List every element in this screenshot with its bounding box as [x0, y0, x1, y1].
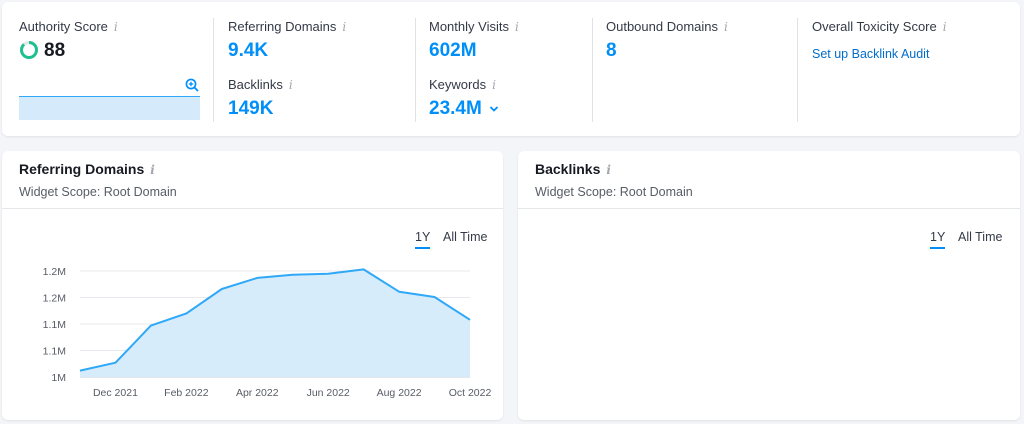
y-tick-label: 1.1M	[43, 346, 66, 358]
y-tick-label: 1.2M	[43, 266, 66, 278]
outbound-domains-label: Outbound Domains	[606, 19, 719, 34]
setup-backlink-audit-link[interactable]: Set up Backlink Audit	[812, 47, 930, 61]
authority-gauge-icon	[20, 41, 38, 59]
outbound-domains-value[interactable]: 8	[606, 40, 617, 61]
keywords-label: Keywords	[429, 77, 487, 92]
backlinks-label: Backlinks	[228, 77, 283, 92]
toxicity-label: Overall Toxicity Score	[812, 19, 937, 34]
x-tick-label: Oct 2022	[449, 387, 492, 399]
series-line	[79, 268, 471, 372]
divider	[592, 18, 593, 122]
info-icon[interactable]: i	[942, 20, 947, 34]
backlinks-value[interactable]: 149K	[228, 98, 274, 119]
x-tick-label: Apr 2022	[236, 387, 279, 399]
referring-domains-metric: Referring Domains i 9.4K Backlinks i 149K	[228, 2, 408, 136]
divider	[415, 18, 416, 122]
monthly-visits-label: Monthly Visits	[429, 19, 509, 34]
toggle-all-time[interactable]: All Time	[443, 230, 488, 244]
toggle-all-time[interactable]: All Time	[958, 230, 1003, 244]
widget-scope: Widget Scope: Root Domain	[535, 185, 693, 199]
summary-card: Authority Score i 88 Referring Domains i 9…	[2, 2, 1020, 136]
widget-title: Referring Domains	[19, 161, 145, 177]
referring-domains-chart: 1M 1.1M 1.1M 1.2M 1.2M Dec 2021 Feb 2022 Apr 20…	[43, 266, 492, 399]
info-icon[interactable]: i	[113, 20, 118, 34]
divider	[797, 18, 798, 122]
y-tick-label: 1M	[51, 372, 66, 384]
info-icon[interactable]: i	[492, 78, 496, 92]
x-tick-label: Jun 2022	[307, 387, 350, 399]
chevron-down-icon[interactable]	[489, 105, 499, 113]
referring-domains-value[interactable]: 9.4K	[228, 40, 269, 61]
x-tick-label: Aug 2022	[377, 387, 422, 399]
info-icon[interactable]: i	[724, 20, 728, 34]
y-tick-label: 1.2M	[43, 293, 66, 305]
backlinks-widget: Backlinks i Widget Scope: Root Domain 1Y …	[518, 151, 1020, 420]
widget-scope: Widget Scope: Root Domain	[19, 185, 177, 199]
toggle-1y[interactable]: 1Y	[415, 230, 431, 249]
authority-score-metric: Authority Score i 88	[19, 2, 209, 136]
widget-title: Backlinks	[535, 161, 601, 177]
authority-trend-sparkline	[19, 96, 200, 120]
info-icon[interactable]: i	[514, 20, 519, 34]
outbound-domains-metric: Outbound Domains i 8	[606, 2, 786, 136]
y-tick-label: 1.1M	[43, 319, 66, 331]
info-icon[interactable]: i	[288, 78, 293, 92]
monthly-visits-metric: Monthly Visits i 602M Keywords i 23.4M	[429, 2, 589, 136]
referring-domains-label: Referring Domains	[228, 19, 337, 34]
divider	[518, 208, 1020, 209]
keywords-value[interactable]: 23.4M	[429, 98, 499, 120]
divider	[2, 208, 503, 209]
zoom-in-icon[interactable]	[185, 78, 199, 92]
info-icon[interactable]: i	[150, 163, 155, 177]
monthly-visits-value[interactable]: 602M	[429, 40, 477, 61]
authority-score-label: Authority Score	[19, 19, 108, 34]
info-icon[interactable]: i	[342, 20, 347, 34]
divider	[213, 18, 214, 122]
keywords-value-text: 23.4M	[429, 98, 482, 119]
x-tick-label: Feb 2022	[164, 387, 209, 399]
referring-domains-widget: Referring Domains i Widget Scope: Root Do…	[2, 151, 503, 420]
toxicity-metric: Overall Toxicity Score i Set up Backlink …	[812, 2, 1012, 136]
series-area	[80, 269, 470, 377]
authority-score-value: 88	[44, 40, 66, 61]
info-icon[interactable]: i	[606, 163, 611, 177]
toggle-1y[interactable]: 1Y	[930, 230, 946, 249]
x-tick-label: Dec 2021	[93, 387, 138, 399]
